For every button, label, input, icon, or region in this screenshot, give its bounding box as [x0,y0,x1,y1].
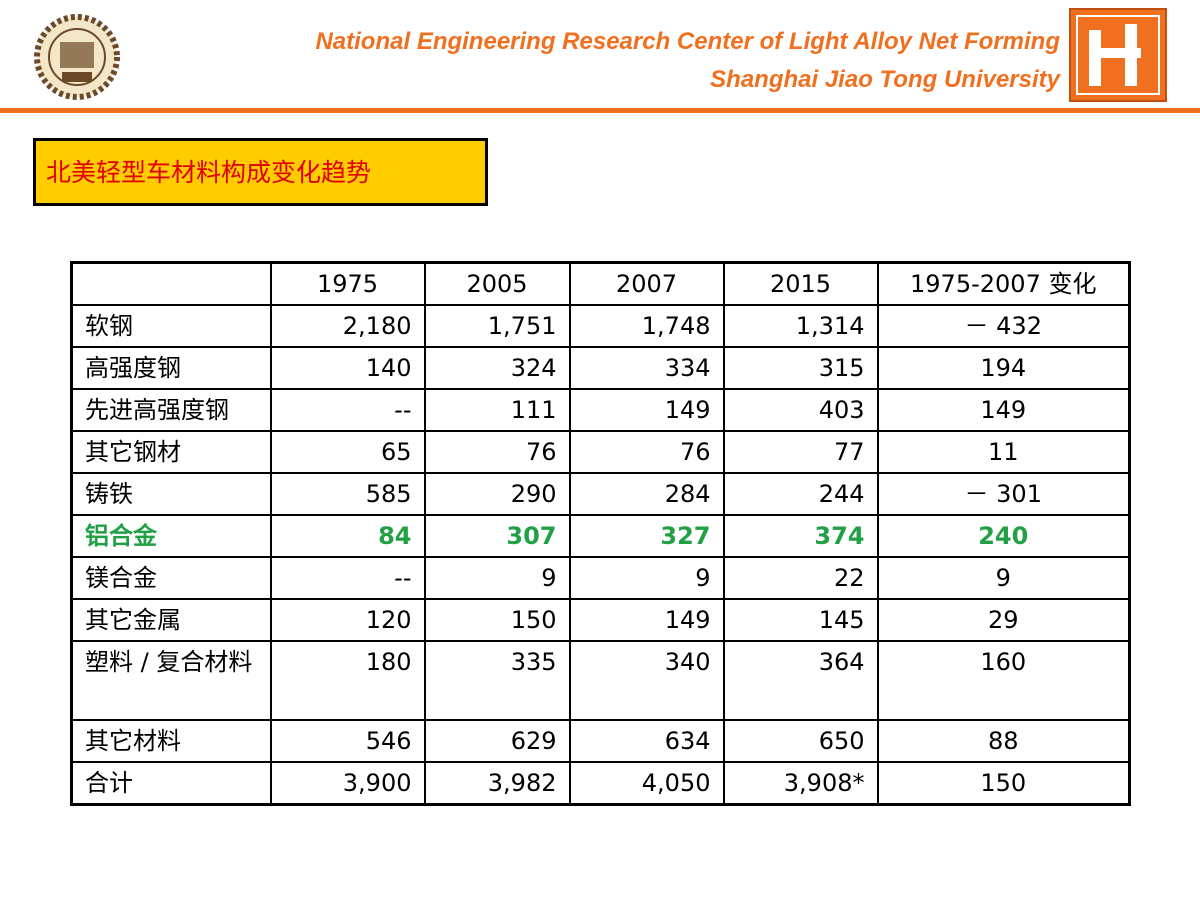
left-logo [34,14,120,100]
table-cell: 334 [568,346,725,390]
table-cell: 546 [269,719,426,763]
table-cell: 140 [269,346,426,390]
table-cell: 65 [269,430,426,474]
table-cell: 3,908* [722,761,879,806]
table-cell: 11 [876,430,1131,474]
table-row: 软钢 2,180 1,751 1,748 1,314 － 432 [70,304,1131,348]
table-row: 先进高强度钢 -- 111 149 403 149 [70,388,1131,432]
table-cell: 629 [423,719,571,763]
table-cell [70,261,272,306]
table-cell: 340 [568,640,725,721]
table-cell: 2005 [423,261,571,306]
table-cell: 镁合金 [70,556,272,600]
table-cell: 铸铁 [70,472,272,516]
table-cell: 1975 [269,261,426,306]
table-cell: 1,314 [722,304,879,348]
table-cell: 244 [722,472,879,516]
table-cell: 650 [722,719,879,763]
table-cell: 76 [568,430,725,474]
table-cell: 其它钢材 [70,430,272,474]
table-row: 其它钢材 65 76 76 77 11 [70,430,1131,474]
table-cell: 150 [423,598,571,642]
table-cell: 403 [722,388,879,432]
header-line: National Engineering Research Center of … [315,28,1060,55]
table-cell: 149 [568,388,725,432]
table-cell: 22 [722,556,879,600]
right-logo [1069,8,1167,102]
table-cell: 9 [423,556,571,600]
table-cell: 其它金属 [70,598,272,642]
table-cell: 180 [269,640,426,721]
header-line: Shanghai Jiao Tong University [710,66,1060,93]
table-row: 铸铁 585 290 284 244 － 301 [70,472,1131,516]
table-row: 合计 3,900 3,982 4,050 3,908* 150 [70,761,1131,806]
table-cell: 3,982 [423,761,571,806]
table-row: 高强度钢 140 324 334 315 194 [70,346,1131,390]
table-cell: 290 [423,472,571,516]
table-cell: 149 [876,388,1131,432]
table-cell: 160 [876,640,1131,721]
table-cell: -- [269,388,426,432]
table-cell: 合计 [70,761,272,806]
table-row: 其它金属 120 150 149 145 29 [70,598,1131,642]
table-cell: 铝合金 [70,514,272,558]
table-cell: 88 [876,719,1131,763]
table-cell: 1,751 [423,304,571,348]
table-cell: -- [269,556,426,600]
table-cell: 284 [568,472,725,516]
table-cell: 315 [722,346,879,390]
table-cell: 高强度钢 [70,346,272,390]
table-row: 镁合金 -- 9 9 22 9 [70,556,1131,600]
table-cell: 2015 [722,261,879,306]
table-cell: 364 [722,640,879,721]
table-cell: 149 [568,598,725,642]
table-cell: 2,180 [269,304,426,348]
table-cell: 9 [876,556,1131,600]
table-cell: － 301 [876,472,1131,516]
data-table: 1975 2005 2007 2015 1975-2007 变化 软钢 2,180 1,751… [70,261,1131,806]
table-cell: 307 [423,514,571,558]
table-cell: 29 [876,598,1131,642]
table-cell: 84 [269,514,426,558]
table-cell: 2007 [568,261,725,306]
table-cell: － 432 [876,304,1131,348]
table-cell: 324 [423,346,571,390]
table-cell: 先进高强度钢 [70,388,272,432]
header-rule [0,108,1200,113]
table-cell: 150 [876,761,1131,806]
table-row: 铝合金 84 307 327 374 240 [70,514,1131,558]
table-cell: 4,050 [568,761,725,806]
table-cell: 77 [722,430,879,474]
table-cell: 76 [423,430,571,474]
table-row: 塑料 / 复合材料 180 335 340 364 160 [70,640,1131,721]
table-cell: 1,748 [568,304,725,348]
table-cell: 327 [568,514,725,558]
table-cell: 塑料 / 复合材料 [70,640,272,721]
table-cell: 软钢 [70,304,272,348]
table-row: 其它材料 546 629 634 650 88 [70,719,1131,763]
table-cell: 其它材料 [70,719,272,763]
table-cell: 585 [269,472,426,516]
table-cell: 120 [269,598,426,642]
table-cell: 9 [568,556,725,600]
table-cell: 145 [722,598,879,642]
slide-title: 北美轻型车材料构成变化趋势 [33,138,488,206]
table-cell: 3,900 [269,761,426,806]
table-cell: 335 [423,640,571,721]
table-cell: 1975-2007 变化 [876,261,1131,306]
table-cell: 194 [876,346,1131,390]
table-row: 1975 2005 2007 2015 1975-2007 变化 [70,261,1131,306]
table-cell: 111 [423,388,571,432]
table-cell: 240 [876,514,1131,558]
table-cell: 634 [568,719,725,763]
table-cell: 374 [722,514,879,558]
